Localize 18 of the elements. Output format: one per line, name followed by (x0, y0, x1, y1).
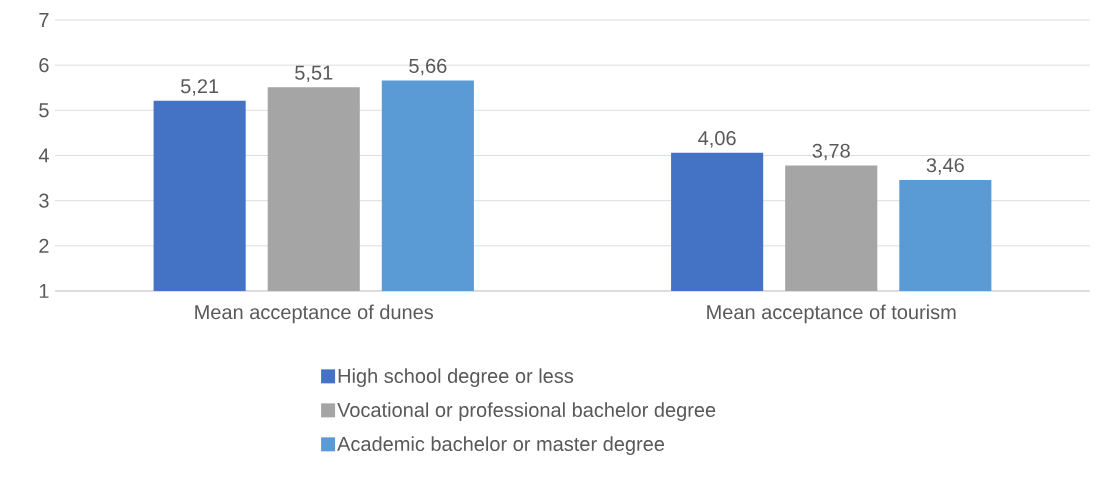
y-tick-label: 7 (39, 13, 49, 27)
data-label: 5,66 (409, 58, 447, 76)
y-tick-label: 5 (39, 103, 49, 118)
data-label: 3,46 (926, 158, 964, 175)
y-tick-label: 3 (39, 193, 49, 208)
data-label: 4,06 (698, 131, 736, 148)
data-label: 5,51 (295, 65, 333, 83)
y-tick-label: 1 (39, 284, 49, 298)
y-tick-label: 6 (39, 58, 49, 73)
x-tick-label: Mean acceptance of tourism (707, 304, 956, 324)
y-tick-label: 4 (38, 148, 49, 163)
y-tick-label: 2 (39, 238, 49, 253)
x-tick-label: Mean acceptance of dunes (195, 304, 434, 324)
data-label: 5,21 (180, 79, 219, 96)
legend-label: High school degree or less (338, 368, 574, 388)
data-label: 3,78 (812, 143, 850, 161)
legend-label: Vocational or professional bachelor degree (337, 402, 716, 421)
legend-label: Academic bachelor or master degree (337, 436, 665, 455)
